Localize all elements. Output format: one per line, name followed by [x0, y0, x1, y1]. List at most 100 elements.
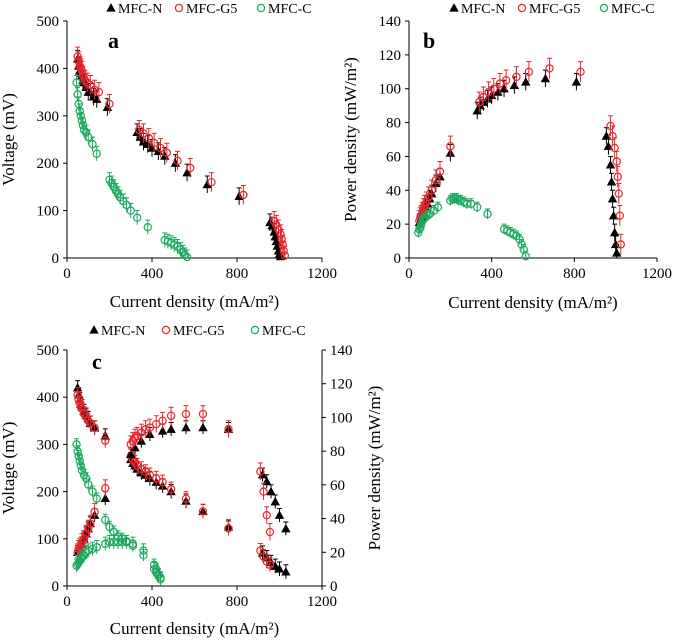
panel-c-combined-curves: 0 400 800 120001002003004005000204060801001…: [0, 324, 384, 638]
data-point: [144, 133, 154, 143]
data-point: [158, 416, 167, 425]
data-point: [145, 423, 155, 432]
y-right-tick-label: 80: [330, 444, 345, 460]
data-point: [126, 449, 136, 459]
data-point: [143, 139, 153, 148]
x-tick-label: 800: [226, 594, 249, 610]
x-axis-label: Current density (mA/m²): [110, 619, 279, 638]
data-point: [501, 76, 511, 85]
x-tick-label: 400: [480, 266, 503, 282]
y-tick-label: 300: [37, 109, 60, 125]
data-point: [495, 79, 505, 88]
data-point: [73, 90, 82, 99]
data-point: [545, 64, 554, 73]
y-tick-label: 300: [37, 437, 60, 453]
data-point: [84, 480, 93, 489]
data-point: [128, 539, 138, 549]
data-point: [166, 424, 176, 433]
legend-marker-mfc-n: [449, 3, 459, 12]
y-tick-label: 500: [37, 14, 60, 30]
data-point: [576, 67, 585, 76]
data-point: [166, 411, 176, 420]
data-point: [509, 80, 520, 89]
y-axis-label: Voltage (mV): [0, 93, 18, 186]
data-point: [118, 537, 127, 547]
data-point: [181, 422, 191, 432]
data-point: [224, 425, 233, 434]
data-point: [182, 167, 192, 177]
data-point: [612, 157, 621, 166]
data-point: [265, 527, 275, 537]
panel-letter: b: [423, 28, 435, 53]
data-point: [132, 213, 142, 222]
data-point: [423, 211, 432, 220]
data-point: [86, 519, 95, 528]
data-point: [84, 546, 93, 555]
y-tick-label: 0: [52, 251, 60, 267]
data-point: [279, 246, 288, 256]
data-point: [266, 486, 276, 496]
data-point: [77, 116, 87, 125]
data-point: [207, 177, 216, 187]
data-point: [198, 507, 208, 516]
legend-marker-mfc-g5: [517, 3, 527, 13]
legend-marker-mfc-c: [599, 3, 609, 13]
data-point: [256, 467, 265, 476]
data-point: [431, 175, 441, 185]
y-tick-label: 140: [379, 14, 402, 30]
data-point: [276, 230, 285, 239]
data-point: [198, 422, 208, 432]
y-tick-label: 200: [37, 485, 60, 501]
x-tick-label: 1200: [642, 266, 672, 282]
data-point: [84, 416, 93, 425]
series-mfc-c: [72, 438, 165, 584]
series-mfc-n: [72, 49, 286, 261]
data-point: [101, 484, 110, 493]
data-point: [414, 228, 423, 237]
y-tick-label: 100: [379, 82, 402, 98]
panel-a-voltage-curve: 0 400 800 1200 0 100 200 300 400 500 Current densi…: [0, 2, 337, 311]
legend-label-mfc-n: MFC-N: [101, 324, 145, 339]
legend-label-mfc-c: MFC-C: [268, 2, 312, 17]
data-point: [433, 203, 443, 212]
data-point: [483, 209, 492, 219]
y-tick-label: 60: [386, 149, 401, 165]
data-point: [72, 78, 81, 87]
data-point: [173, 156, 182, 166]
legend-marker-mfc-c: [256, 3, 266, 13]
data-point: [473, 203, 482, 212]
legend-label-mfc-n: MFC-N: [461, 2, 505, 17]
y-tick-label: 0: [394, 251, 402, 267]
y-right-tick-label: 100: [330, 410, 353, 426]
data-point: [608, 131, 617, 141]
panel-letter: a: [108, 28, 119, 53]
data-point: [92, 494, 101, 503]
data-point: [73, 390, 82, 400]
y-tick-label: 400: [37, 390, 60, 406]
y-tick-label: 20: [386, 217, 401, 233]
legend-label-mfc-g5: MFC-G5: [529, 2, 580, 17]
series-mfc-n: [72, 420, 291, 560]
data-point: [446, 142, 455, 151]
data-point: [81, 128, 91, 137]
data-point: [466, 199, 476, 209]
y-tick-label: 100: [37, 204, 60, 220]
y-right-tick-label: 60: [330, 478, 345, 494]
legend-marker-mfc-g5: [174, 3, 184, 13]
data-point: [606, 177, 617, 186]
data-point: [170, 158, 181, 167]
y-axis-label: Power density (mW/m²): [341, 57, 360, 222]
data-point: [616, 240, 626, 249]
x-tick-label: 400: [141, 594, 164, 610]
series-mfc-c: [72, 75, 192, 262]
data-point: [415, 225, 424, 234]
data-point: [446, 196, 455, 205]
data-point: [122, 200, 131, 210]
data-point: [274, 564, 285, 573]
data-point: [79, 534, 89, 544]
x-tick-label: 800: [563, 266, 586, 282]
data-point: [141, 425, 150, 434]
data-point: [113, 537, 123, 547]
data-point: [435, 167, 445, 176]
x-tick-label: 0: [63, 594, 71, 610]
